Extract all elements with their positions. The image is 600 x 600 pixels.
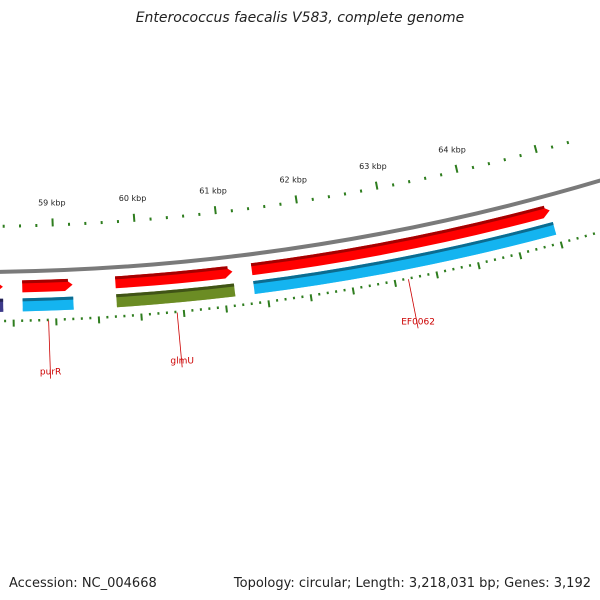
scale-ticks: [2, 140, 570, 228]
outer-tick: [435, 271, 439, 279]
accession-text: Accession: NC_004668: [9, 576, 157, 591]
gene-label-purr: purR: [40, 368, 61, 378]
cds-ef0057: [0, 284, 3, 290]
outer-tick: [526, 250, 530, 253]
scale-tick-minor: [471, 165, 475, 170]
outer-tick: [543, 245, 546, 249]
outer-tick: [140, 313, 143, 321]
leader-line-purr: [48, 320, 52, 379]
scale-tick-major: [374, 181, 379, 190]
outer-tick: [460, 265, 463, 269]
cds-glmu: [114, 266, 233, 289]
scale-tick-minor: [503, 157, 507, 162]
outer-tick: [267, 300, 271, 308]
scale-tick-major: [132, 213, 136, 222]
scale-tick-minor: [407, 180, 411, 184]
outer-tick: [501, 256, 505, 260]
outer-tick: [309, 294, 313, 302]
leader-line-ef0062: [408, 279, 419, 329]
scale-label: 60 kbp: [119, 194, 147, 203]
scale-tick-minor: [566, 140, 570, 145]
outer-tick: [393, 279, 397, 287]
scale-tick-minor: [423, 176, 427, 180]
outer-tick: [427, 273, 430, 276]
outer-tick: [477, 262, 481, 270]
scale-tick-major: [533, 144, 538, 154]
outer-tick: [592, 232, 596, 236]
map-title: Enterococcus faecalis V583, complete gen…: [136, 10, 465, 26]
scale-label: 62 kbp: [279, 176, 307, 185]
outer-tick: [551, 243, 555, 247]
outer-tick: [584, 234, 588, 238]
scale-label: 59 kbp: [38, 198, 66, 207]
outer-tick: [452, 267, 455, 271]
scale-label: 61 kbp: [199, 186, 227, 195]
gene-labels: EF0057purRglmUEF0062: [40, 279, 435, 379]
outer-tick: [535, 247, 538, 251]
cds-ef0062: [250, 205, 550, 276]
gene-glmu: [116, 283, 236, 308]
scale-tick-minor: [519, 153, 522, 158]
cds-purr: [22, 278, 73, 293]
outer-tick: [485, 260, 488, 264]
outer-tick: [559, 241, 564, 249]
scale-tick-minor: [343, 192, 347, 196]
cds-track: [0, 205, 550, 293]
scale-label: 63 kbp: [359, 162, 387, 171]
outer-tick: [493, 258, 497, 262]
scale-label: 64 kbp: [438, 145, 466, 154]
outer-ticks: [4, 232, 596, 327]
gene-purr: [22, 296, 74, 312]
gene-ef0062: [253, 222, 557, 295]
genome-backbone: [0, 178, 600, 274]
gene-track: [0, 222, 557, 312]
gene-label-glmu: glmU: [170, 356, 194, 366]
genome-summary: Topology: circular; Length: 3,218,031 bp…: [233, 576, 591, 591]
gene-ef0057: [0, 298, 4, 312]
outer-tick: [576, 236, 579, 240]
outer-tick: [518, 252, 523, 260]
outer-tick: [182, 309, 186, 318]
scale-tick-major: [454, 164, 459, 173]
outer-tick: [225, 305, 228, 313]
scale-tick-minor: [550, 145, 554, 149]
scale-tick-major: [213, 206, 217, 215]
outer-tick: [510, 254, 513, 258]
outer-tick: [351, 287, 355, 295]
outer-tick: [468, 264, 472, 267]
scale-tick-minor: [391, 183, 395, 187]
scale-tick-minor: [487, 161, 491, 166]
scale-tick-minor: [439, 173, 443, 177]
outer-tick: [568, 239, 571, 243]
gene-label-ef0062: EF0062: [401, 317, 435, 327]
scale-tick-major: [294, 195, 298, 204]
outer-tick: [443, 269, 447, 273]
scale-tick-minor: [359, 189, 363, 193]
leader-line-glmu: [176, 312, 183, 368]
